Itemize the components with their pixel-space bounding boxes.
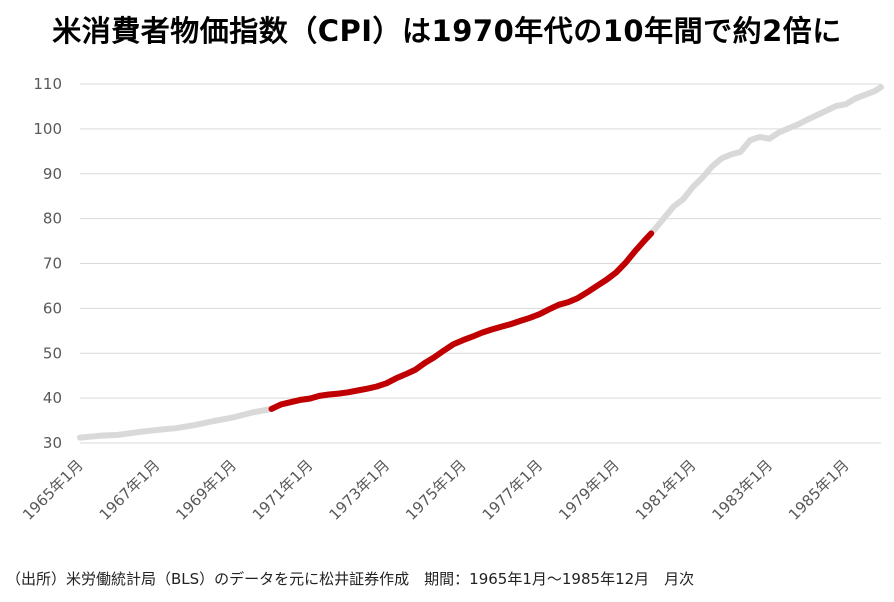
y-tick-label: 60 xyxy=(43,299,62,317)
source-note: （出所）米労働統計局（BLS）のデータを元に松井証券作成 期間：1965年1月～… xyxy=(6,570,695,588)
x-tick-label: 1981年1月 xyxy=(632,456,700,524)
y-tick-label: 50 xyxy=(43,344,62,362)
x-axis-ticks: 1965年1月 1967年1月 1969年1月 1971年1月 1973年1月 1975年… xyxy=(19,456,853,524)
y-tick-label: 90 xyxy=(43,165,62,183)
gridlines xyxy=(80,83,881,444)
y-tick-label: 70 xyxy=(43,255,62,273)
y-tick-label: 40 xyxy=(43,389,62,407)
y-axis-ticks: 30 40 50 60 70 80 90 100 110 xyxy=(33,75,62,452)
y-tick-label: 80 xyxy=(43,210,62,228)
y-tick-label: 110 xyxy=(33,75,62,93)
chart-title: 米消費者物価指数（CPI）は1970年代の10年間で約2倍に xyxy=(52,14,842,48)
x-tick-label: 1971年1月 xyxy=(249,456,317,524)
x-tick-label: 1973年1月 xyxy=(326,456,394,524)
x-tick-label: 1983年1月 xyxy=(708,456,776,524)
y-tick-label: 100 xyxy=(33,120,62,138)
x-tick-label: 1965年1月 xyxy=(19,456,87,524)
x-tick-label: 1977年1月 xyxy=(479,456,547,524)
x-tick-label: 1975年1月 xyxy=(402,456,470,524)
x-tick-label: 1979年1月 xyxy=(555,456,623,524)
x-tick-label: 1985年1月 xyxy=(785,456,853,524)
cpi-series-line xyxy=(77,84,884,441)
x-tick-label: 1967年1月 xyxy=(96,456,164,524)
x-tick-label: 1969年1月 xyxy=(172,456,240,524)
series-lines xyxy=(77,84,884,441)
y-tick-label: 30 xyxy=(43,434,62,452)
cpi-1970s-highlight-line xyxy=(268,230,655,412)
